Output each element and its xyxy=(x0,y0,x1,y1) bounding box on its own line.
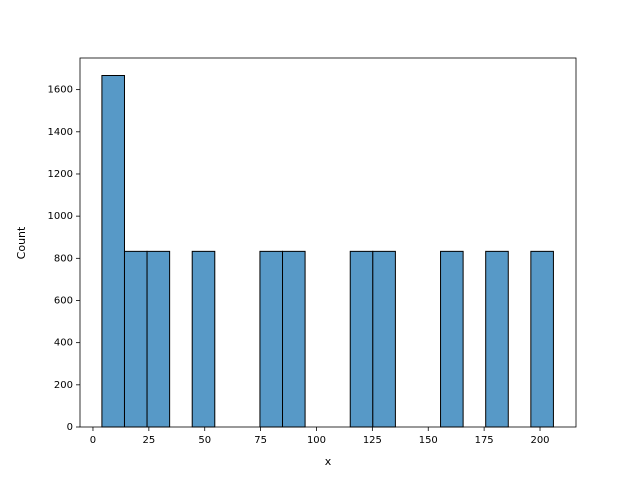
x-tick-label: 50 xyxy=(198,435,211,446)
y-tick-label: 1600 xyxy=(48,85,73,96)
bar xyxy=(146,250,171,428)
bar xyxy=(282,250,306,428)
x-tick-label: 75 xyxy=(254,435,267,446)
bar xyxy=(485,250,509,428)
bar xyxy=(349,250,374,428)
x-tick-label: 125 xyxy=(363,435,382,446)
x-tick-label: 200 xyxy=(530,435,549,446)
bar xyxy=(440,250,464,428)
bar xyxy=(259,250,284,428)
y-tick-label: 600 xyxy=(54,295,73,306)
bar xyxy=(530,250,554,428)
bar xyxy=(191,250,216,428)
y-tick-label: 1400 xyxy=(48,127,73,138)
bar xyxy=(372,250,396,428)
x-tick-label: 0 xyxy=(90,435,96,446)
bar xyxy=(101,75,125,428)
y-tick-label: 800 xyxy=(54,253,73,264)
x-tick-label: 25 xyxy=(142,435,155,446)
bar xyxy=(123,250,148,428)
x-tick-label: 100 xyxy=(307,435,326,446)
x-axis-label: x xyxy=(325,455,332,468)
plot-frame xyxy=(79,57,577,428)
y-tick-label: 1000 xyxy=(48,211,73,222)
x-tick-label: 175 xyxy=(475,435,494,446)
y-tick-label: 200 xyxy=(54,380,73,391)
y-tick-label: 0 xyxy=(67,422,73,433)
y-tick-label: 400 xyxy=(54,338,73,349)
y-axis-label: Count xyxy=(15,226,28,259)
y-tick-label: 1200 xyxy=(48,169,73,180)
x-tick-label: 150 xyxy=(419,435,438,446)
